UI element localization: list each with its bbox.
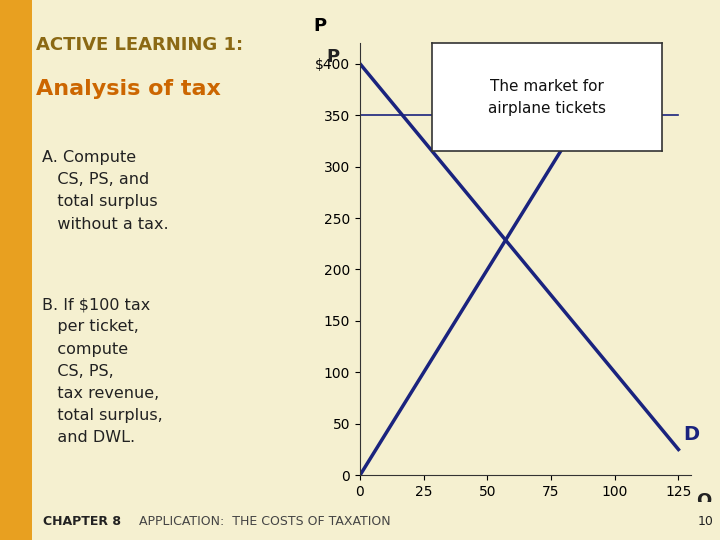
Text: B. If $100 tax
   per ticket,
   compute
   CS, PS,
   tax revenue,
   total sur: B. If $100 tax per ticket, compute CS, P…	[42, 297, 163, 445]
Text: Analysis of tax: Analysis of tax	[36, 79, 221, 99]
Text: ACTIVE LEARNING 1:: ACTIVE LEARNING 1:	[36, 36, 243, 54]
Text: Q: Q	[696, 492, 711, 510]
Y-axis label: P: P	[314, 17, 327, 35]
Text: 10: 10	[697, 515, 713, 528]
Text: A. Compute
   CS, PS, and
   total surplus
   without a tax.: A. Compute CS, PS, and total surplus wit…	[42, 150, 168, 232]
Text: CHAPTER 8: CHAPTER 8	[43, 515, 121, 528]
Text: D: D	[683, 424, 700, 443]
Text: The market for
airplane tickets: The market for airplane tickets	[488, 79, 606, 116]
Text: APPLICATION:  THE COSTS OF TAXATION: APPLICATION: THE COSTS OF TAXATION	[138, 515, 390, 528]
Text: P: P	[326, 49, 340, 66]
